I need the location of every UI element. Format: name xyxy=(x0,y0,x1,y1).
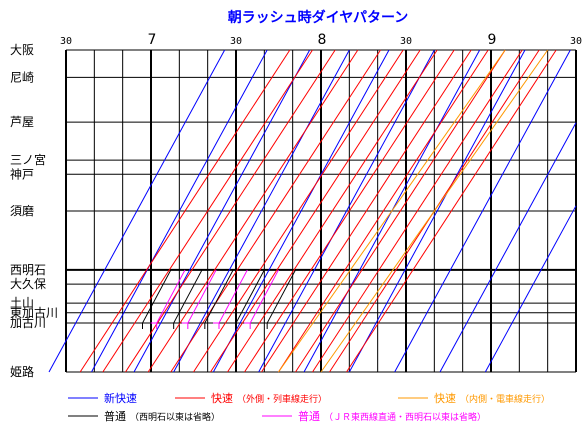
legend-note: （内側・電車線走行） xyxy=(460,393,550,405)
train-line xyxy=(484,205,577,373)
station-label: 須磨 xyxy=(10,204,34,218)
train-line xyxy=(133,49,311,373)
train-line xyxy=(249,269,279,324)
x-tick-label: 30 xyxy=(230,36,242,47)
x-tick-labels: 30 7 30 8 30 9 30 xyxy=(60,32,582,48)
station-label: 姫路 xyxy=(10,364,34,379)
train-line xyxy=(266,269,296,324)
train-stub xyxy=(213,322,220,330)
legend-label: 普通 xyxy=(104,409,126,423)
legend-label: 快速 xyxy=(434,392,456,405)
train-line xyxy=(156,269,186,324)
legend-label: 快速 xyxy=(211,392,233,405)
train-line xyxy=(278,49,506,373)
x-tick-label: 8 xyxy=(318,32,327,48)
train-line xyxy=(258,49,435,373)
train-line xyxy=(212,49,390,373)
train-stub xyxy=(167,322,175,330)
train-stub xyxy=(244,322,251,330)
train-line xyxy=(394,49,571,373)
train-line xyxy=(218,269,248,324)
station-label: 大阪 xyxy=(10,43,34,57)
legend-label: 新快速 xyxy=(104,391,137,405)
train-line xyxy=(244,49,455,373)
train-stub xyxy=(136,322,143,330)
train-line xyxy=(278,49,489,373)
train-line xyxy=(147,49,359,373)
train-line xyxy=(320,49,549,373)
train-line xyxy=(193,49,404,373)
train-line xyxy=(439,122,577,373)
station-label: 尼崎 xyxy=(10,70,34,84)
train-lines xyxy=(48,49,577,373)
train-line xyxy=(91,49,268,373)
station-label: 加古川 xyxy=(10,315,46,330)
station-label: 西明石 xyxy=(10,263,46,277)
train-line xyxy=(187,269,217,324)
station-label: 芦屋 xyxy=(10,115,34,129)
legend-note: （外側・列車線走行） xyxy=(237,393,327,405)
train-stub xyxy=(181,322,189,330)
x-tick-label: 30 xyxy=(570,36,582,47)
train-line xyxy=(312,49,523,373)
train-line xyxy=(125,49,336,373)
station-label: 三ノ宮 xyxy=(10,152,46,167)
train-line xyxy=(79,49,291,373)
x-tick-label: 7 xyxy=(148,32,157,48)
station-label: 土山 xyxy=(10,296,34,310)
legend-label: 普通 xyxy=(298,409,320,423)
station-label: 大久保 xyxy=(10,277,46,291)
train-line xyxy=(346,49,557,373)
train-line xyxy=(173,49,350,373)
legend-note: （西明石以東は省略） xyxy=(130,411,220,423)
train-line xyxy=(170,49,381,373)
train-line xyxy=(173,269,203,324)
station-label: 東加古川 xyxy=(10,305,58,320)
train-line xyxy=(142,269,172,324)
train-line xyxy=(227,49,438,373)
train-line xyxy=(48,49,226,373)
legend-note: （ＪＲ東西線直通・西明石以東は省略） xyxy=(324,411,486,423)
train-line xyxy=(348,49,526,373)
train-line xyxy=(210,49,421,373)
station-label: 神戸 xyxy=(10,167,34,181)
train-line xyxy=(295,49,506,373)
legend: 新快速 快速 （外側・列車線走行） 快速 （内側・電車線走行） 普通 （西明石以東は省略） 普… xyxy=(68,391,550,423)
train-line xyxy=(235,269,265,324)
train-line xyxy=(102,49,313,373)
chart-title: 朝ラッシュ時ダイヤパターン xyxy=(228,9,409,26)
x-tick-label: 30 xyxy=(60,36,72,47)
x-tick-label: 30 xyxy=(400,36,412,47)
x-tick-label: 9 xyxy=(488,32,497,48)
train-line xyxy=(204,269,234,324)
train-line xyxy=(261,49,472,373)
